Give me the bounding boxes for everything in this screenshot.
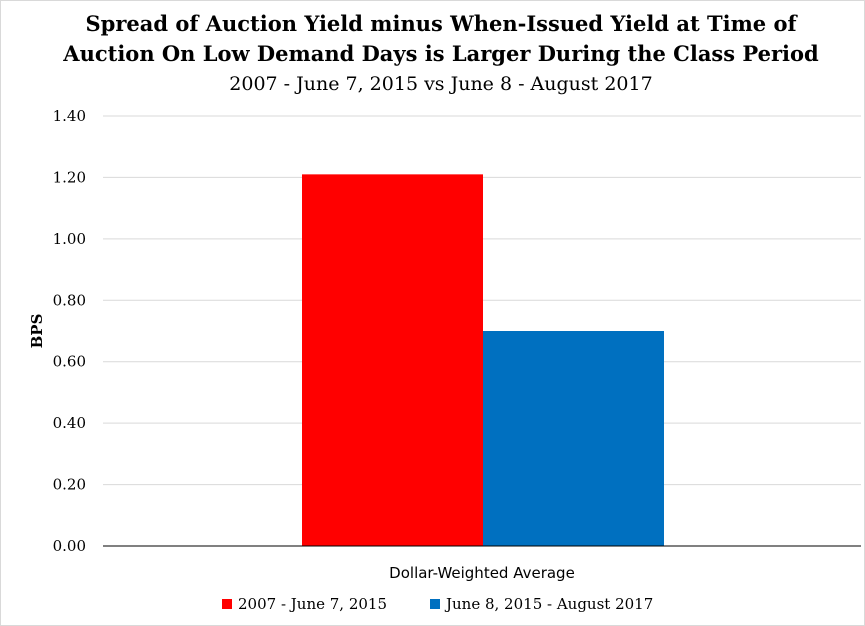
bar-2 xyxy=(483,331,664,546)
chart-title-line-1: Spread of Auction Yield minus When-Issue… xyxy=(85,11,798,36)
y-tick-label: 1.20 xyxy=(53,168,86,186)
chart-title-line-2: Auction On Low Demand Days is Larger Dur… xyxy=(62,41,819,66)
y-tick-label: 1.40 xyxy=(53,107,86,125)
y-tick-label: 0.60 xyxy=(53,353,86,371)
chart-title: Spread of Auction Yield minus When-Issue… xyxy=(62,11,819,95)
legend-swatch-2 xyxy=(430,599,440,609)
y-axis-label: BPS xyxy=(28,314,46,349)
y-axis-ticks: 0.00 0.20 0.40 0.60 0.80 1.00 1.20 1.40 xyxy=(53,107,86,555)
x-category-label: Dollar-Weighted Average xyxy=(389,564,575,582)
legend-swatch-1 xyxy=(222,599,232,609)
x-axis-categories: Dollar-Weighted Average xyxy=(389,564,575,582)
y-tick-label: 0.40 xyxy=(53,414,86,432)
legend-label-2: June 8, 2015 - August 2017 xyxy=(444,595,653,613)
y-tick-label: 0.20 xyxy=(53,476,86,494)
legend-label-1: 2007 - June 7, 2015 xyxy=(238,595,387,613)
bars xyxy=(302,174,664,546)
y-tick-label: 1.00 xyxy=(53,230,86,248)
y-tick-label: 0.80 xyxy=(53,291,86,309)
bar-1 xyxy=(302,174,483,546)
legend: 2007 - June 7, 2015 June 8, 2015 - August… xyxy=(222,595,653,613)
y-tick-label: 0.00 xyxy=(53,537,86,555)
chart-subtitle: 2007 - June 7, 2015 vs June 8 - August 2… xyxy=(229,73,652,95)
